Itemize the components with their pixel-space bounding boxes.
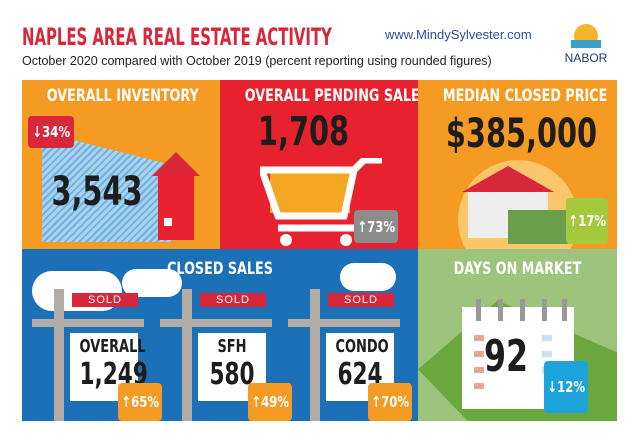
subtitle: October 2020 compared with October 2019 …: [22, 54, 492, 68]
page-title: NAPLES AREA REAL ESTATE ACTIVITY: [22, 23, 332, 51]
sign-condo: CONDO 624: [326, 333, 394, 401]
days-change-badge: ↓12%: [544, 361, 588, 413]
sold-label: SOLD: [328, 293, 394, 307]
sign-arm: [160, 319, 272, 327]
pending-value: 1,708: [258, 109, 350, 155]
sfh-change-badge: ↑49%: [248, 383, 292, 421]
sold-label: SOLD: [72, 293, 138, 307]
closed-sales-title: CLOSED SALES: [167, 259, 273, 279]
sold-label: SOLD: [200, 293, 266, 307]
nabor-logo: NABOR: [555, 18, 617, 70]
sign-post: [182, 289, 192, 421]
sign-arm: [288, 319, 400, 327]
median-panel: MEDIAN CLOSED PRICE $385,000 ↑17%: [418, 80, 617, 249]
sign-post: [54, 289, 64, 421]
overall-change-badge: ↑65%: [118, 383, 162, 421]
shopping-cart-icon: [257, 156, 390, 248]
inventory-title: OVERALL INVENTORY: [46, 86, 199, 106]
pending-change-badge: ↑73%: [354, 210, 398, 243]
pending-panel: OVERALL PENDING SALES 1,708 ↑73%: [220, 80, 418, 249]
cloud-icon: [122, 269, 182, 297]
sign-post: [310, 289, 320, 421]
pending-title: OVERALL PENDING SALES: [244, 86, 418, 106]
svg-text:NABOR: NABOR: [565, 51, 608, 65]
cloud-icon: [340, 263, 396, 291]
website-link[interactable]: www.MindySylvester.com: [385, 27, 532, 42]
inventory-value: 3,543: [51, 169, 143, 215]
days-value: 92: [483, 331, 529, 382]
closed-sales-panel: CLOSED SALES SOLD OVERALL 1,249 ↑65% SOL…: [22, 249, 418, 421]
inventory-change-badge: ↓34%: [28, 116, 74, 148]
days-title: DAYS ON MARKET: [453, 259, 582, 279]
house-icon: [152, 148, 200, 240]
inventory-panel: OVERALL INVENTORY 3,543 ↓34%: [22, 80, 220, 249]
condo-change-badge: ↑70%: [368, 383, 412, 421]
median-change-badge: ↑17%: [566, 198, 608, 244]
sign-arm: [32, 319, 144, 327]
median-value: $385,000: [445, 111, 598, 157]
days-panel: DAYS ON MARKET 92 ↓12%: [418, 249, 617, 421]
house-money-icon: [448, 160, 588, 249]
median-title: MEDIAN CLOSED PRICE: [442, 86, 608, 106]
